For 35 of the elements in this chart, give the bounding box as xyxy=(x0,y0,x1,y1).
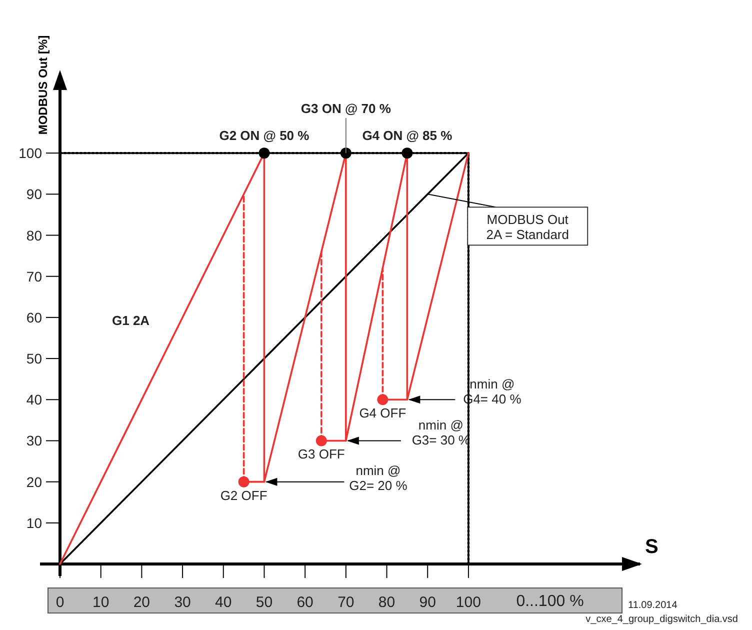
text: 11.09.2014 xyxy=(628,600,678,611)
y-axis-title: MODBUS Out [%] xyxy=(36,35,50,135)
x-tick-label: 40 xyxy=(215,594,232,611)
y-tick-label: 10 xyxy=(26,514,42,531)
y-tick-label: 20 xyxy=(26,474,42,490)
annotation: nmin @ G2= 20 % xyxy=(349,462,408,493)
y-tick-label: 50 xyxy=(26,350,42,367)
y-tick-label: 30 xyxy=(26,432,42,449)
x-tick-label: 20 xyxy=(133,594,150,611)
y-tick-label: 70 xyxy=(26,268,42,284)
text: 0...100 % xyxy=(516,593,584,610)
x-tick-label: 100 xyxy=(456,594,481,611)
annotation: G4 OFF xyxy=(359,406,406,421)
x-tick-label: 50 xyxy=(256,594,273,611)
x-tick-label: 60 xyxy=(296,594,314,611)
annotation: G2 ON @ 50 % xyxy=(219,128,310,144)
x-axis-title: S xyxy=(645,536,658,558)
x-tick-label: 70 xyxy=(338,594,354,611)
y-tick-label: 100 xyxy=(18,145,42,162)
x-tick-label: 90 xyxy=(419,594,436,611)
annotation: G3 ON @ 70 % xyxy=(300,101,392,116)
x-tick-label: 10 xyxy=(92,594,110,611)
annotation: G4 ON @ 85 % xyxy=(362,128,453,144)
x-tick-label: 0 xyxy=(56,594,64,611)
annotation: G1 2A xyxy=(112,313,150,328)
x-tick-label: 30 xyxy=(174,594,191,611)
y-tick-label: 80 xyxy=(26,227,42,244)
annotation: G2 OFF xyxy=(220,488,268,503)
text: v_cxe_4_group_digswitch_dia.vsd xyxy=(586,614,738,625)
annotation: MODBUS Out 2A = Standard xyxy=(486,212,569,242)
y-tick-label: 60 xyxy=(26,309,42,326)
x-tick-label: 80 xyxy=(378,594,396,611)
annotation: G3 OFF xyxy=(298,446,345,462)
y-tick-label: 90 xyxy=(26,186,42,202)
y-tick-label: 40 xyxy=(26,392,42,408)
